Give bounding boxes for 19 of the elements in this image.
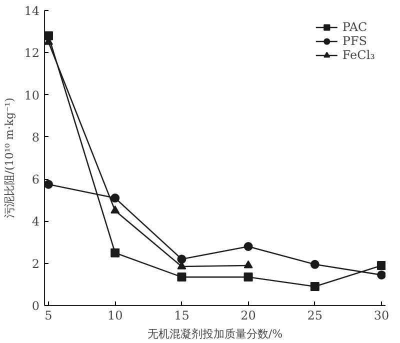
y-tick-label: 14 [24, 4, 40, 18]
y-tick-label: 6 [32, 172, 40, 187]
y-tick-label: 4 [32, 214, 40, 229]
x-tick-label: 25 [307, 308, 323, 322]
x-tick-label: 5 [44, 308, 52, 322]
x-tick-label: 30 [374, 308, 390, 322]
x-tick-label: 15 [174, 308, 190, 322]
x-axis-title: 无机混凝剂投加质量分数/% [147, 328, 283, 340]
legend-label: PAC [342, 20, 368, 34]
y-tick-label: 0 [32, 299, 40, 313]
y-tick-label: 10 [24, 88, 40, 102]
x-tick-label: 20 [240, 308, 256, 322]
legend-label: PFS [342, 34, 368, 48]
y-tick-label: 12 [24, 46, 40, 60]
x-tick-label: 10 [107, 308, 123, 322]
y-tick-label: 8 [32, 130, 40, 144]
y-axis-title: 污泥比阻/(10¹⁰ m·kg⁻¹) [3, 98, 16, 218]
legend-label: FeCl₃ [342, 48, 375, 62]
y-tick-label: 2 [32, 256, 40, 271]
